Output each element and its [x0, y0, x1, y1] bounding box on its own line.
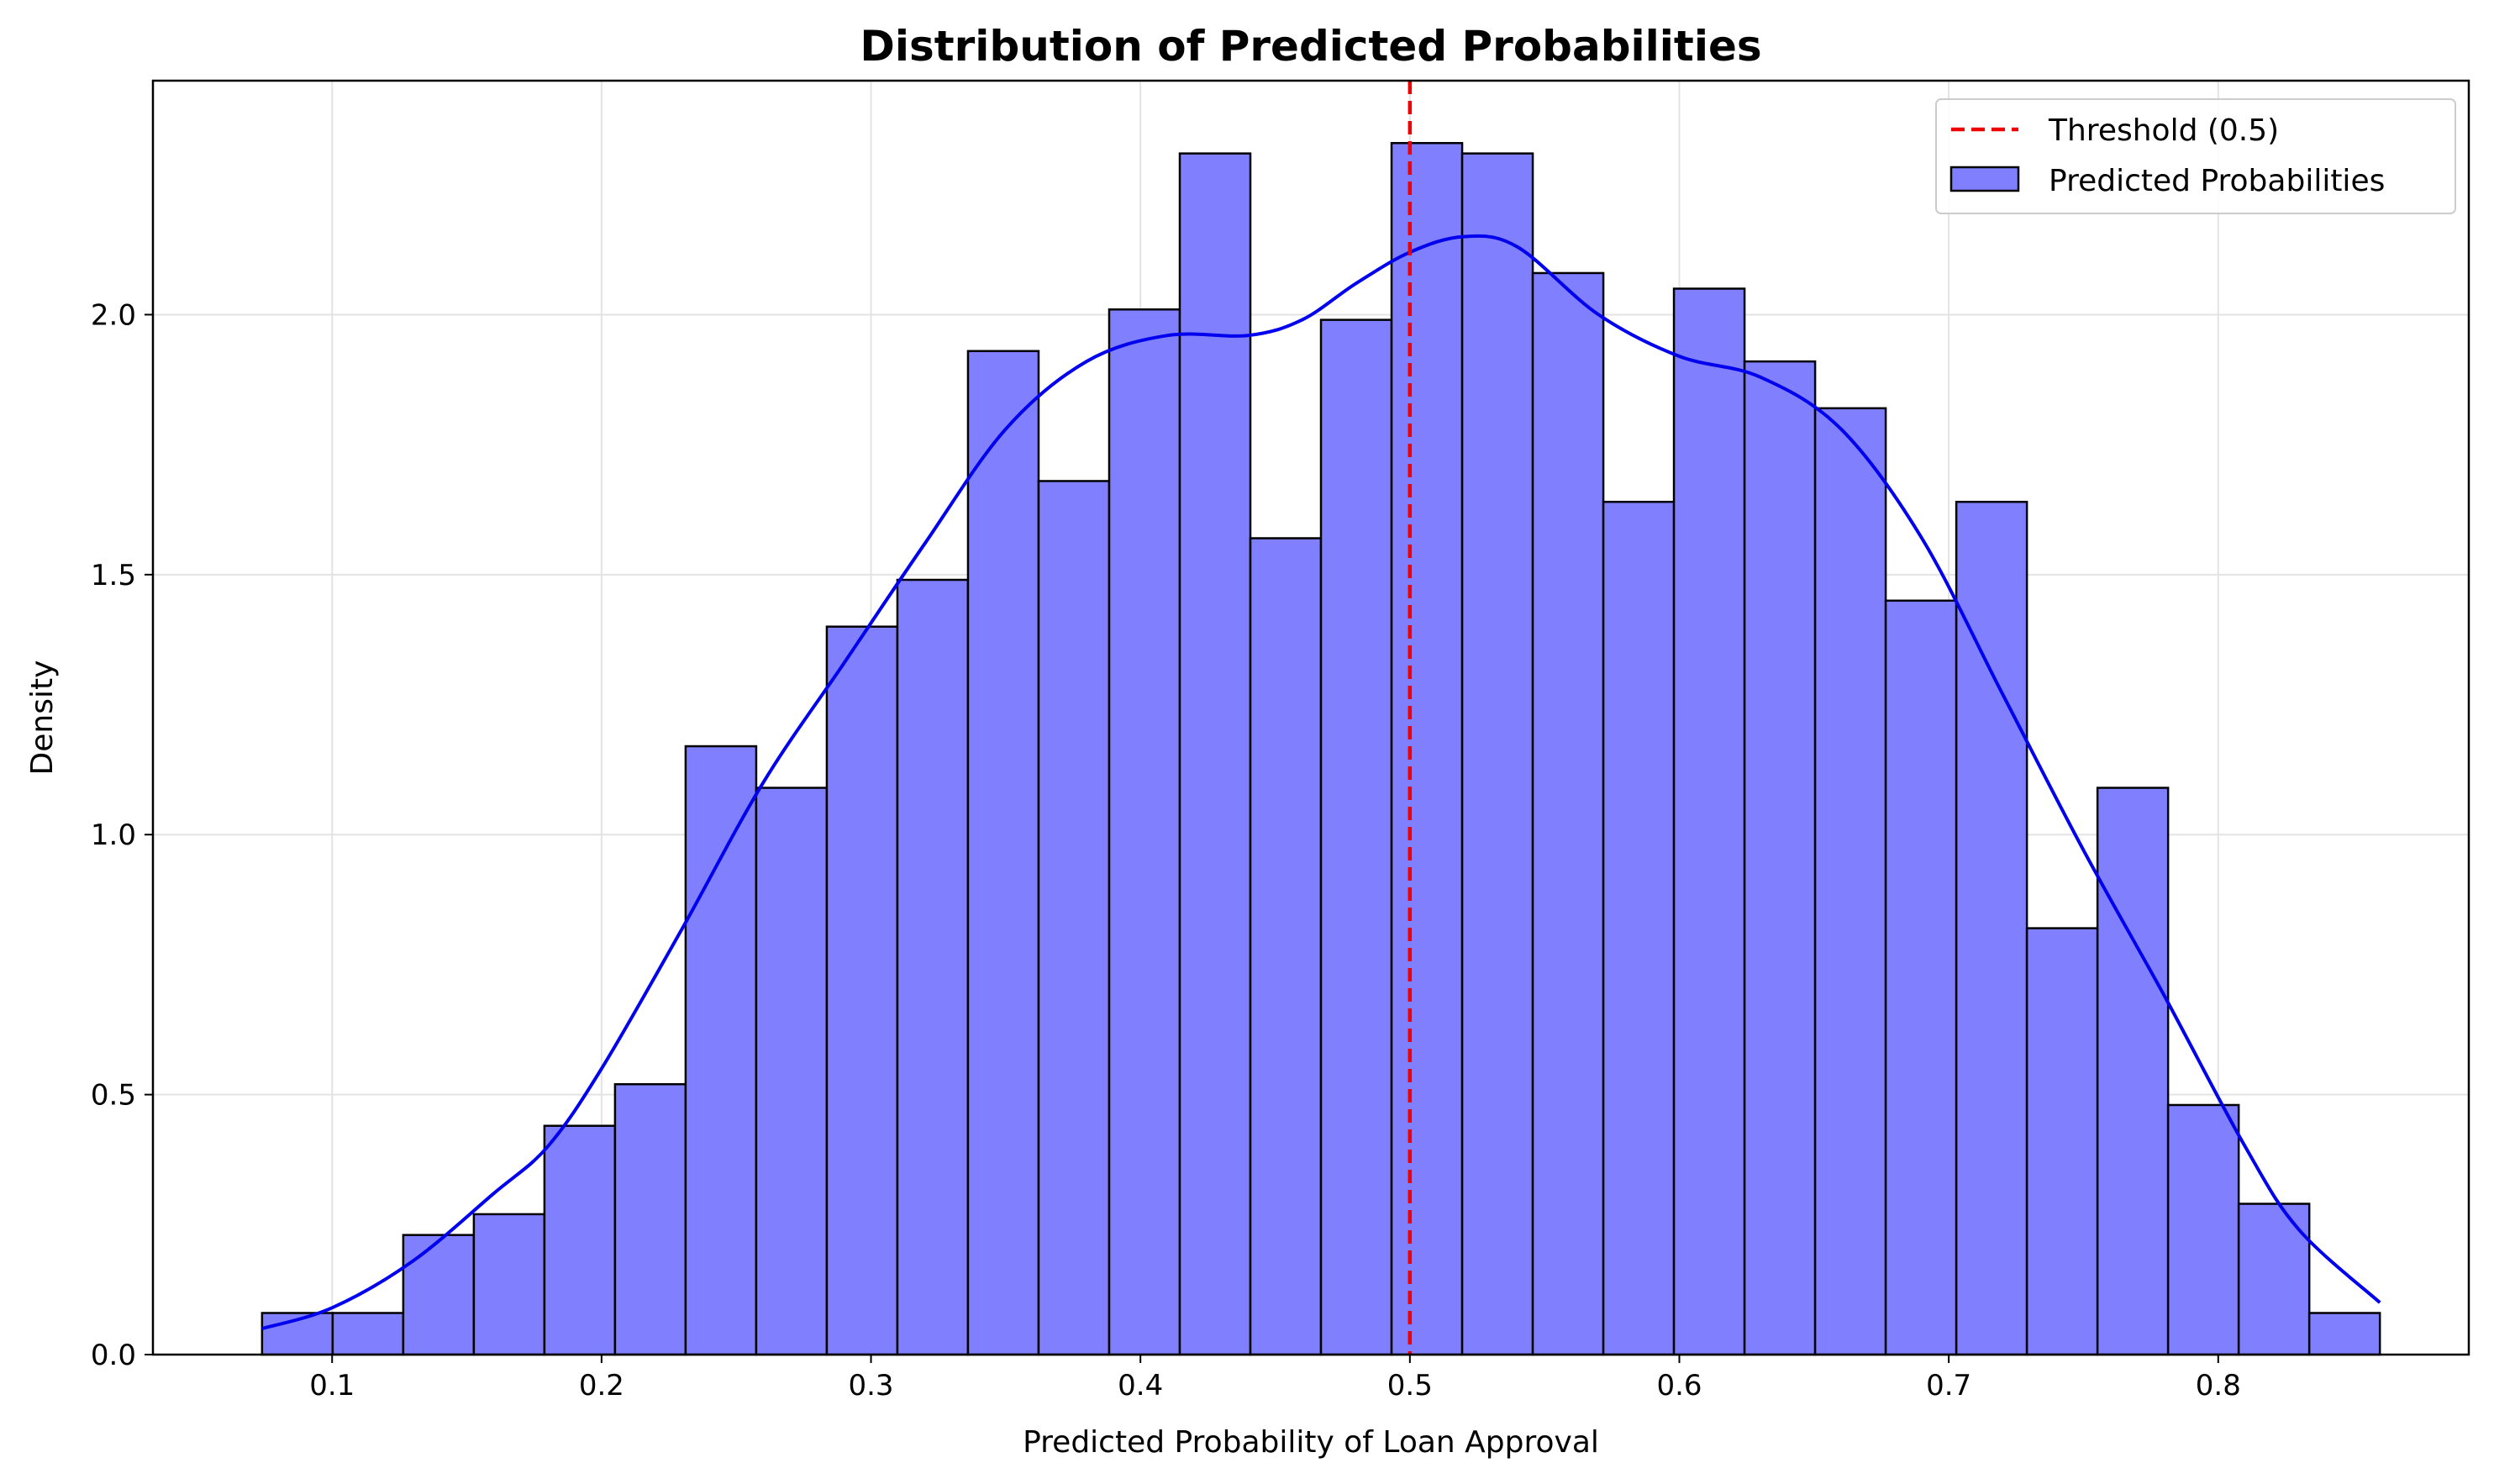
legend-probabilities-label: Predicted Probabilities — [2049, 164, 2385, 198]
legend: Threshold (0.5) Predicted Probabilities — [1935, 98, 2456, 214]
histogram-bar — [472, 1213, 546, 1356]
histogram-bar — [1531, 271, 1605, 1356]
histogram-bar — [2166, 1103, 2240, 1356]
x-tick-label: 0.5 — [1387, 1369, 1433, 1402]
x-tick-label: 0.2 — [579, 1369, 624, 1402]
histogram-bar — [1037, 480, 1111, 1356]
histogram-bar — [1460, 152, 1534, 1356]
histogram-bar — [1249, 537, 1323, 1356]
y-tick-label: 0.0 — [91, 1339, 136, 1372]
kde-curve — [261, 234, 2381, 1331]
y-tick-label: 2.0 — [91, 298, 136, 332]
histogram-bars — [260, 142, 2381, 1356]
y-axis-label: Density — [25, 660, 60, 776]
legend-threshold-label: Threshold (0.5) — [2048, 113, 2279, 148]
x-axis-ticks: 0.1 0.2 0.3 0.4 0.5 0.6 0.7 0.8 — [309, 1355, 2241, 1402]
histogram-bar — [1178, 152, 1252, 1356]
y-tick-label: 1.5 — [91, 559, 136, 592]
histogram-bar — [2237, 1202, 2311, 1356]
histogram-bar — [2096, 787, 2170, 1356]
histogram-bar — [1390, 142, 1464, 1356]
histogram-bar — [1108, 308, 1181, 1356]
histogram-bar — [2025, 927, 2099, 1356]
y-tick-label: 0.5 — [91, 1079, 136, 1113]
y-axis-ticks: 0.0 0.5 1.0 1.5 2.0 — [91, 298, 153, 1372]
x-tick-label: 0.1 — [309, 1369, 355, 1402]
legend-probabilities-swatch — [1949, 166, 2020, 192]
histogram-bar — [1884, 599, 1958, 1356]
histogram-bar — [1672, 287, 1746, 1356]
histogram-bar — [331, 1312, 405, 1356]
x-tick-label: 0.4 — [1118, 1369, 1163, 1402]
histogram-bar — [1743, 360, 1817, 1356]
histogram-bar — [613, 1082, 687, 1356]
histogram-bar — [896, 578, 970, 1356]
x-axis-label: Predicted Probability of Loan Approval — [1023, 1425, 1599, 1460]
histogram-bar — [2307, 1312, 2381, 1356]
histogram-bar — [684, 745, 758, 1356]
histogram-bar — [755, 787, 829, 1356]
histogram-bar — [1602, 500, 1676, 1356]
x-tick-label: 0.8 — [2196, 1369, 2241, 1402]
plot-frame — [151, 79, 2470, 1356]
histogram-bar — [1813, 407, 1887, 1356]
histogram-bar — [1955, 500, 2028, 1356]
chart-title: Distribution of Predicted Probabilities — [860, 22, 1761, 71]
histogram-bar — [825, 625, 899, 1356]
y-tick-label: 1.0 — [91, 818, 136, 852]
legend-box — [1935, 98, 2456, 214]
x-tick-label: 0.3 — [848, 1369, 893, 1402]
histogram-bar — [1319, 318, 1393, 1356]
histogram-bar — [543, 1124, 617, 1356]
histogram-bar — [402, 1234, 476, 1356]
x-tick-label: 0.7 — [1926, 1369, 1971, 1402]
x-tick-label: 0.6 — [1656, 1369, 1702, 1402]
histogram-bar — [966, 350, 1040, 1356]
